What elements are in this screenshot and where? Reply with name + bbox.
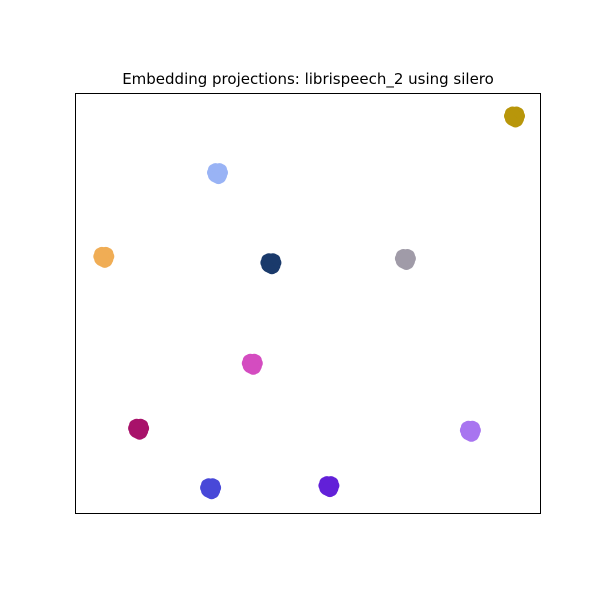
scatter-point-series-0-15 <box>506 114 517 126</box>
chart-title: Embedding projections: librispeech_2 usi… <box>122 70 494 88</box>
scatter-point-series-5-15 <box>243 361 255 373</box>
scatter-point-series-3-15 <box>262 261 274 273</box>
scatter-point-series-7-15 <box>461 428 473 440</box>
scatter-point-series-2-15 <box>95 254 107 266</box>
scatter-point-series-8-15 <box>202 486 214 498</box>
plot-frame <box>75 93 541 514</box>
scatter-point-series-4-15 <box>396 257 408 268</box>
scatter-point-series-9-15 <box>320 484 332 496</box>
scatter-point-series-6-15 <box>130 426 142 438</box>
scatter-point-series-1-15 <box>209 171 220 183</box>
data-points <box>93 106 525 500</box>
